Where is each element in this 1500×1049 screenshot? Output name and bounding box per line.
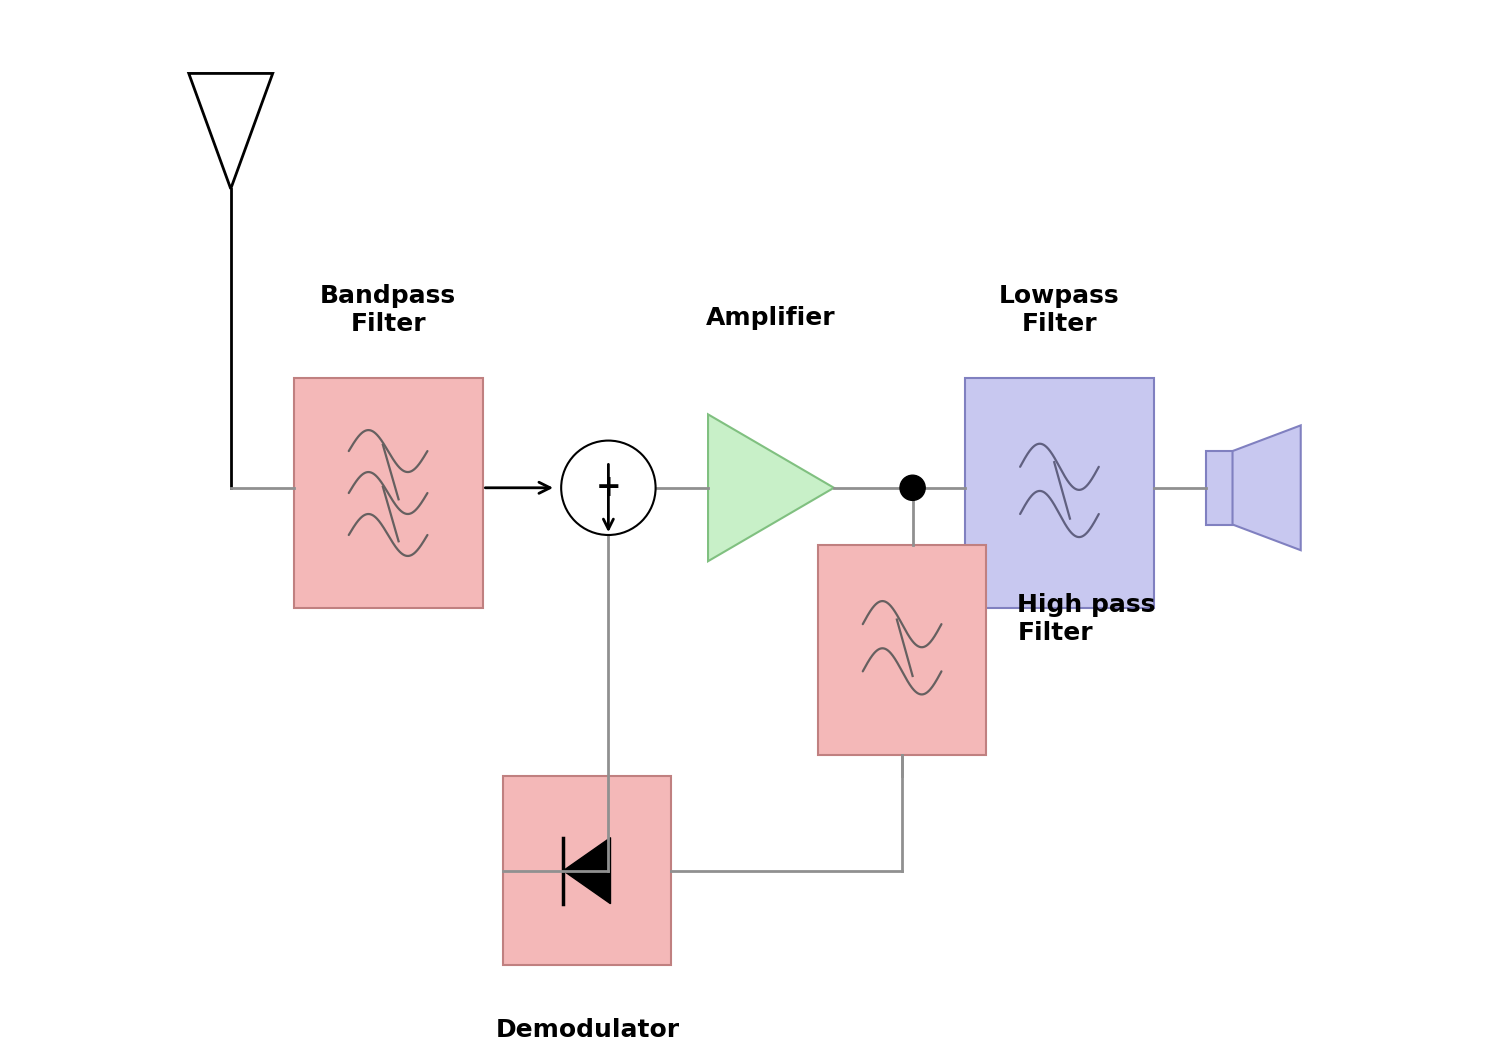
Polygon shape bbox=[1233, 426, 1300, 550]
Bar bbox=[964, 378, 1154, 608]
Bar bbox=[294, 378, 483, 608]
Bar bbox=[504, 776, 672, 965]
Polygon shape bbox=[708, 414, 834, 561]
Text: High pass
Filter: High pass Filter bbox=[1017, 593, 1156, 645]
Text: +: + bbox=[596, 473, 621, 502]
Text: Amplifier: Amplifier bbox=[706, 306, 836, 330]
Text: Demodulator: Demodulator bbox=[495, 1018, 680, 1042]
Text: Bandpass
Filter: Bandpass Filter bbox=[320, 284, 456, 336]
Bar bbox=[1206, 451, 1233, 524]
Circle shape bbox=[900, 475, 926, 500]
Text: Lowpass
Filter: Lowpass Filter bbox=[999, 284, 1120, 336]
Bar bbox=[818, 545, 986, 755]
Circle shape bbox=[561, 441, 656, 535]
Polygon shape bbox=[564, 837, 610, 904]
